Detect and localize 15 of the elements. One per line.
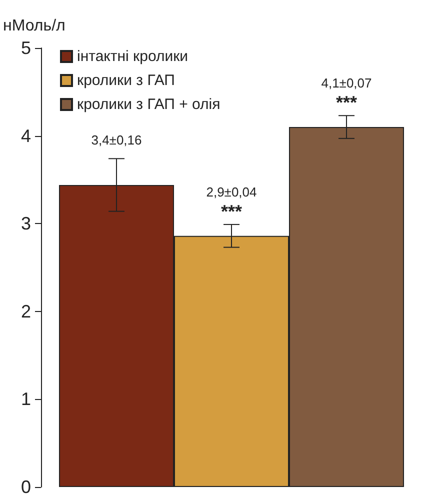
y-tick-label: 2 [20,301,31,322]
data-label: 2,9±0,04 [206,184,257,200]
y-tick-label: 3 [20,214,31,234]
legend-label: кролики з ГАП [77,72,175,89]
annotation: *** [336,92,358,113]
y-tick-label: 0 [20,477,31,497]
y-tick-label: 4 [20,126,31,146]
annotation: *** [220,201,242,222]
y-tick-label: 5 [20,38,31,58]
y-axis-title: нМоль/л [3,18,66,34]
data-label: 4,1±0,07 [321,76,372,91]
data-label: 3,4±0,16 [91,132,142,148]
legend-label: інтактні кролики [77,48,188,65]
y-tick-label: 1 [20,389,31,410]
legend-label: кролики з ГАП + олія [77,96,220,113]
